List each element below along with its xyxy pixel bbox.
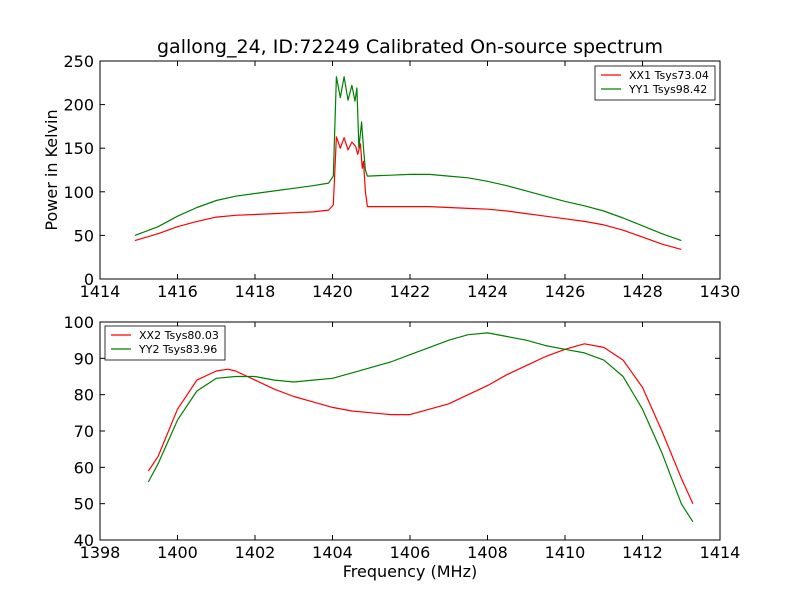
legend-entry: YY1 Tsys98.42 — [628, 83, 707, 96]
y-tick-label: 50 — [74, 495, 94, 514]
series-line-1 — [134, 136, 682, 250]
x-tick-label: 1412 — [622, 543, 663, 562]
series-line-2 — [134, 76, 682, 242]
x-tick-label: 1406 — [390, 543, 431, 562]
x-tick-label: 1414 — [700, 543, 741, 562]
x-tick-label: 1424 — [467, 282, 508, 301]
x-tick-label: 1418 — [235, 282, 276, 301]
y-tick-label: 100 — [63, 183, 94, 202]
legend-box — [594, 65, 716, 101]
x-tick-label: 1404 — [312, 543, 353, 562]
y-tick-label: 40 — [74, 531, 94, 550]
x-tick-label: 1426 — [545, 282, 586, 301]
x-tick-label: 1410 — [545, 543, 586, 562]
top-panel: gallong_24, ID:72249 Calibrated On-sourc… — [42, 36, 740, 301]
legend-entry: XX1 Tsys73.04 — [629, 69, 709, 82]
y-tick-label: 70 — [74, 422, 94, 441]
top-y-axis-label: Power in Kelvin — [42, 109, 61, 230]
x-tick-label: 1430 — [700, 282, 741, 301]
y-tick-label: 90 — [74, 349, 94, 368]
y-tick-label: 50 — [74, 226, 94, 245]
legend-entry: YY2 Tsys83.96 — [138, 343, 217, 356]
series-line-1 — [147, 343, 694, 504]
x-axis-label: Frequency (MHz) — [343, 562, 477, 581]
x-tick-label: 1416 — [157, 282, 198, 301]
y-tick-label: 100 — [63, 313, 94, 332]
bottom-panel: Frequency (MHz) 1398 1400 1402 1404 1406 1408… — [63, 313, 740, 581]
legend-entry: XX2 Tsys80.03 — [139, 329, 219, 342]
y-tick-label: 60 — [74, 458, 94, 477]
x-tick-label: 1398 — [80, 543, 121, 562]
x-tick-label: 1422 — [390, 282, 431, 301]
x-tick-label: 1414 — [80, 282, 121, 301]
chart-title: gallong_24, ID:72249 Calibrated On-sourc… — [157, 36, 663, 58]
x-tick-label: 1408 — [467, 543, 508, 562]
y-tick-label: 250 — [63, 52, 94, 71]
y-tick-label: 150 — [63, 139, 94, 158]
x-tick-label: 1428 — [622, 282, 663, 301]
x-tick-label: 1400 — [157, 543, 198, 562]
y-tick-label: 80 — [74, 386, 94, 405]
legend-box — [104, 325, 226, 361]
x-tick-label: 1420 — [312, 282, 353, 301]
y-tick-label: 0 — [84, 270, 94, 289]
series-line-2 — [147, 332, 694, 523]
y-tick-label: 200 — [63, 96, 94, 115]
x-tick-label: 1402 — [235, 543, 276, 562]
